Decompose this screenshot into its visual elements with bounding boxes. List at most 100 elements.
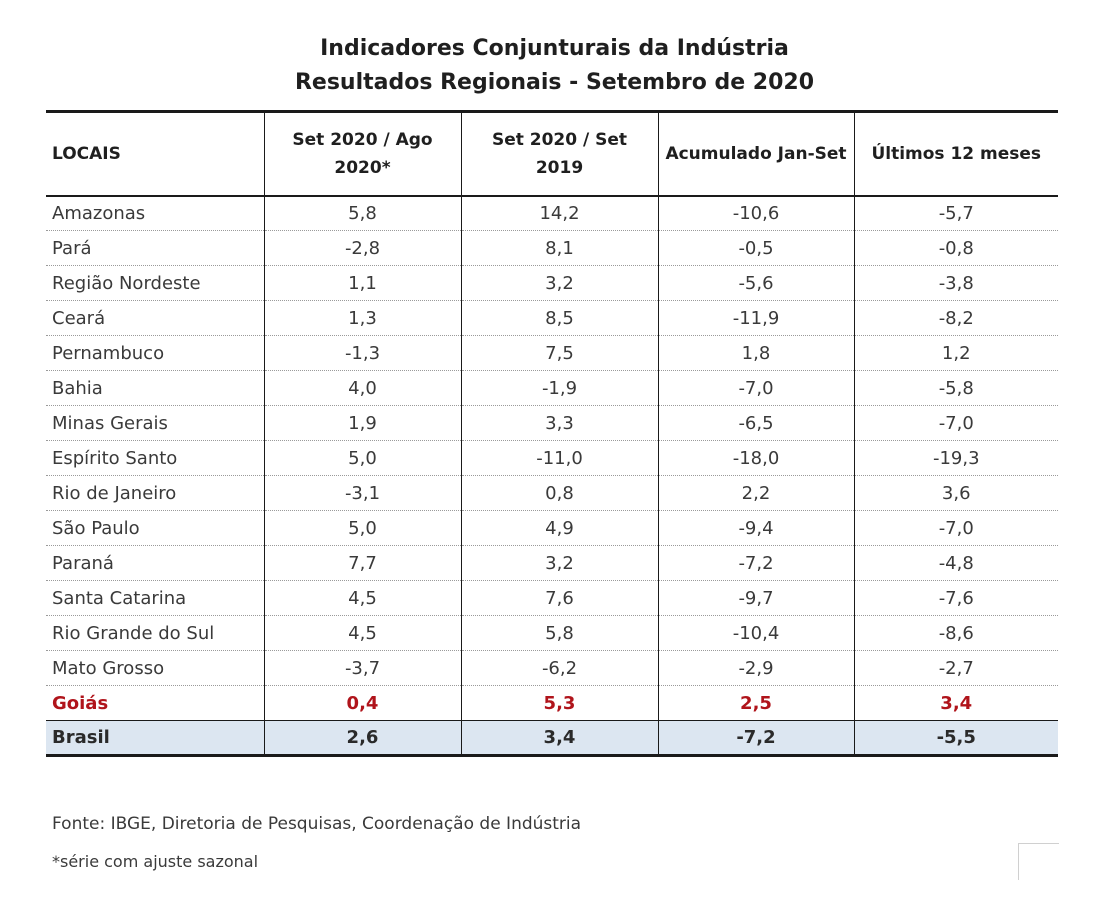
- location-cell: Espírito Santo: [46, 440, 264, 476]
- title-line-1: Indicadores Conjunturais da Indústria: [320, 36, 789, 61]
- value-cell: 3,4: [853, 685, 1058, 721]
- value-cell: 5,0: [263, 440, 461, 476]
- location-cell: Minas Gerais: [46, 405, 264, 441]
- location-cell: Amazonas: [46, 195, 264, 231]
- value-cell: -1,3: [263, 335, 461, 371]
- location-cell: São Paulo: [46, 510, 264, 546]
- title-line-2: Resultados Regionais - Setembro de 2020: [294, 70, 815, 95]
- location-cell: Ceará: [46, 300, 264, 336]
- value-cell: 1,8: [657, 335, 854, 371]
- value-cell: -5,8: [853, 370, 1058, 406]
- value-cell: 1,2: [853, 335, 1058, 371]
- value-cell: -7,6: [853, 580, 1058, 616]
- value-cell: 4,5: [263, 615, 461, 651]
- value-cell: 5,8: [263, 195, 461, 231]
- corner-frame: [1018, 843, 1059, 880]
- header-locais: LOCAIS: [46, 110, 264, 197]
- table-row: Pernambuco -1,3 7,5 1,8 1,2: [46, 335, 1058, 371]
- table-header-row: LOCAIS Set 2020 / Ago 2020* Set 2020 / S…: [46, 110, 1058, 197]
- value-cell: -7,0: [657, 370, 854, 406]
- value-cell: 5,8: [460, 615, 658, 651]
- header-ultimos-12: Últimos 12 meses: [853, 110, 1058, 197]
- value-cell: -0,8: [853, 230, 1058, 266]
- total-row-brasil: Brasil 2,6 3,4 -7,2 -5,5: [46, 720, 1058, 757]
- value-cell: 2,2: [657, 475, 854, 511]
- indicators-table-container: LOCAIS Set 2020 / Ago 2020* Set 2020 / S…: [46, 110, 1058, 757]
- value-cell: -5,7: [853, 195, 1058, 231]
- location-cell: Paraná: [46, 545, 264, 581]
- location-cell: Rio de Janeiro: [46, 475, 264, 511]
- value-cell: -10,4: [657, 615, 854, 651]
- value-cell: 4,5: [263, 580, 461, 616]
- seasonal-adjustment-note: *série com ajuste sazonal: [52, 852, 259, 871]
- report-title: Indicadores Conjunturais da Indústria Re…: [0, 32, 1109, 100]
- value-cell: 2,6: [263, 720, 461, 757]
- value-cell: 3,6: [853, 475, 1058, 511]
- header-acumulado: Acumulado Jan-Set: [657, 110, 854, 197]
- table-row: Santa Catarina 4,5 7,6 -9,7 -7,6: [46, 580, 1058, 616]
- value-cell: -7,2: [657, 720, 854, 757]
- value-cell: 1,9: [263, 405, 461, 441]
- indicators-table: LOCAIS Set 2020 / Ago 2020* Set 2020 / S…: [46, 110, 1058, 757]
- value-cell: 7,6: [460, 580, 658, 616]
- value-cell: -5,5: [853, 720, 1058, 757]
- value-cell: -0,5: [657, 230, 854, 266]
- value-cell: 0,4: [263, 685, 461, 721]
- value-cell: 5,0: [263, 510, 461, 546]
- header-set-set: Set 2020 / Set 2019: [460, 110, 658, 197]
- table-row: Minas Gerais 1,9 3,3 -6,5 -7,0: [46, 405, 1058, 441]
- table-row: Espírito Santo 5,0 -11,0 -18,0 -19,3: [46, 440, 1058, 476]
- table-row: Rio Grande do Sul 4,5 5,8 -10,4 -8,6: [46, 615, 1058, 651]
- value-cell: -3,1: [263, 475, 461, 511]
- location-cell: Pará: [46, 230, 264, 266]
- value-cell: -7,0: [853, 405, 1058, 441]
- header-set-ago: Set 2020 / Ago 2020*: [263, 110, 461, 197]
- value-cell: -4,8: [853, 545, 1058, 581]
- value-cell: 4,9: [460, 510, 658, 546]
- location-cell: Brasil: [46, 720, 264, 757]
- table-row: Rio de Janeiro -3,1 0,8 2,2 3,6: [46, 475, 1058, 511]
- value-cell: 3,3: [460, 405, 658, 441]
- value-cell: -11,0: [460, 440, 658, 476]
- table-row: Ceará 1,3 8,5 -11,9 -8,2: [46, 300, 1058, 336]
- value-cell: -2,7: [853, 650, 1058, 686]
- value-cell: -11,9: [657, 300, 854, 336]
- location-cell: Pernambuco: [46, 335, 264, 371]
- value-cell: 3,2: [460, 545, 658, 581]
- location-cell: Santa Catarina: [46, 580, 264, 616]
- value-cell: -3,7: [263, 650, 461, 686]
- value-cell: -9,7: [657, 580, 854, 616]
- table-row: Mato Grosso -3,7 -6,2 -2,9 -2,7: [46, 650, 1058, 686]
- table-row: Amazonas 5,8 14,2 -10,6 -5,7: [46, 195, 1058, 231]
- table-row: Região Nordeste 1,1 3,2 -5,6 -3,8: [46, 265, 1058, 301]
- value-cell: 5,3: [460, 685, 658, 721]
- value-cell: -19,3: [853, 440, 1058, 476]
- value-cell: 14,2: [460, 195, 658, 231]
- source-footnote: Fonte: IBGE, Diretoria de Pesquisas, Coo…: [52, 814, 582, 834]
- value-cell: 4,0: [263, 370, 461, 406]
- value-cell: 7,7: [263, 545, 461, 581]
- table-row: Bahia 4,0 -1,9 -7,0 -5,8: [46, 370, 1058, 406]
- value-cell: -10,6: [657, 195, 854, 231]
- value-cell: 1,3: [263, 300, 461, 336]
- location-cell: Bahia: [46, 370, 264, 406]
- value-cell: 3,2: [460, 265, 658, 301]
- value-cell: 8,5: [460, 300, 658, 336]
- value-cell: -2,9: [657, 650, 854, 686]
- value-cell: 2,5: [657, 685, 854, 721]
- value-cell: 0,8: [460, 475, 658, 511]
- location-cell: Região Nordeste: [46, 265, 264, 301]
- value-cell: -18,0: [657, 440, 854, 476]
- value-cell: 8,1: [460, 230, 658, 266]
- value-cell: 1,1: [263, 265, 461, 301]
- highlight-row-goias: Goiás 0,4 5,3 2,5 3,4: [46, 685, 1058, 721]
- value-cell: -8,2: [853, 300, 1058, 336]
- location-cell: Rio Grande do Sul: [46, 615, 264, 651]
- location-cell: Mato Grosso: [46, 650, 264, 686]
- value-cell: -6,5: [657, 405, 854, 441]
- value-cell: -6,2: [460, 650, 658, 686]
- value-cell: -1,9: [460, 370, 658, 406]
- value-cell: -8,6: [853, 615, 1058, 651]
- value-cell: -3,8: [853, 265, 1058, 301]
- value-cell: -5,6: [657, 265, 854, 301]
